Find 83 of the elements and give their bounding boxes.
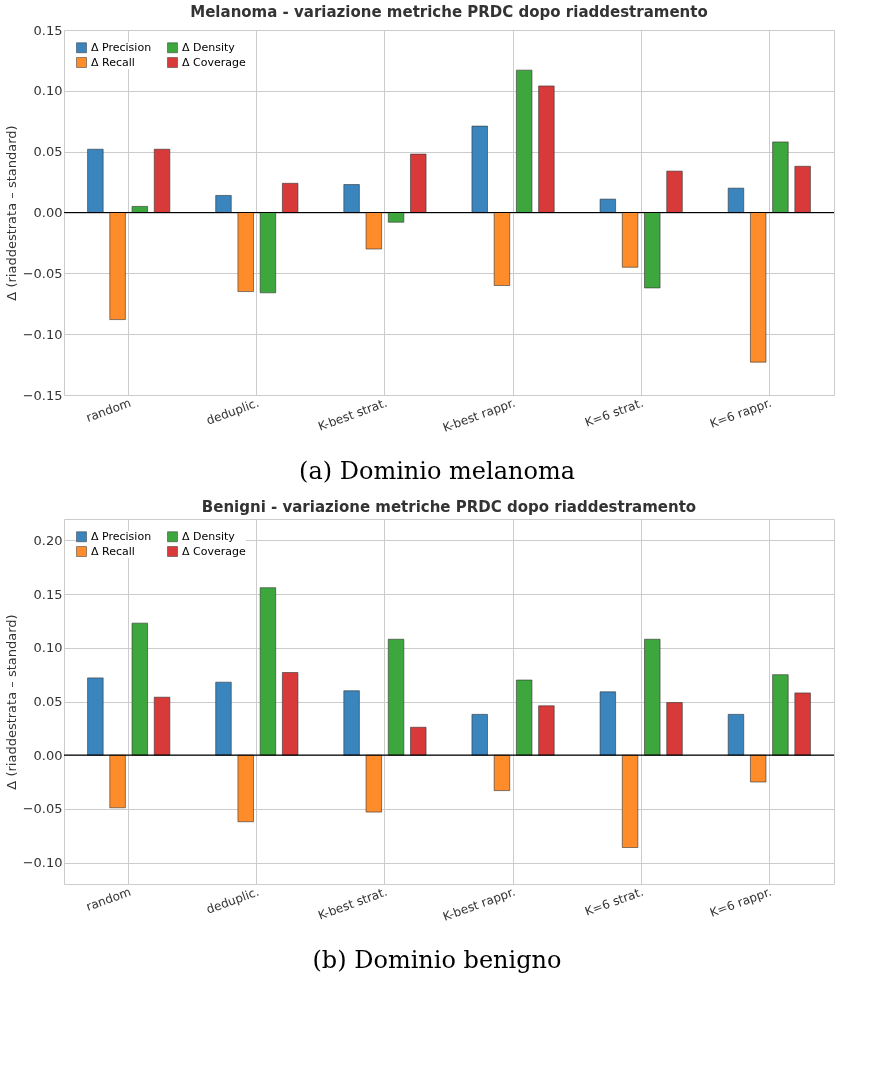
y-tick-label: 0.10 bbox=[33, 640, 63, 656]
bar bbox=[109, 754, 126, 809]
bar bbox=[538, 85, 555, 213]
bar bbox=[727, 714, 745, 756]
bar bbox=[343, 690, 360, 756]
bar bbox=[621, 212, 639, 268]
bar bbox=[282, 183, 299, 213]
x-tick-label: K-best rappr. bbox=[441, 395, 518, 435]
legend-label: Δ Precision bbox=[91, 529, 152, 543]
y-axis-title: Δ (riaddestrata – standard) bbox=[3, 125, 19, 301]
bar bbox=[727, 187, 745, 213]
text: (b) Dominio benigno bbox=[311, 946, 563, 974]
x-tick-label: K-best strat. bbox=[316, 395, 390, 434]
chart-title: Benigni - variazione metriche PRDC dopo riaddestramento bbox=[201, 498, 697, 516]
bar bbox=[109, 212, 126, 320]
bar bbox=[666, 702, 683, 756]
y-tick-label: 0.05 bbox=[33, 144, 63, 160]
bar bbox=[131, 622, 148, 756]
bar bbox=[410, 153, 427, 213]
bar bbox=[471, 714, 488, 756]
y-tick-label: −0.05 bbox=[22, 801, 63, 817]
bar bbox=[365, 212, 382, 250]
y-tick-label: −0.15 bbox=[22, 387, 63, 403]
bar bbox=[516, 679, 533, 756]
y-tick-label: 0.10 bbox=[33, 83, 63, 99]
bar bbox=[215, 195, 232, 213]
legend-label: Δ Recall bbox=[91, 544, 135, 558]
bar bbox=[153, 696, 171, 756]
bar bbox=[365, 754, 382, 813]
bar bbox=[493, 212, 511, 286]
bar bbox=[259, 212, 277, 294]
x-tick-label: K-best strat. bbox=[316, 884, 390, 923]
bar bbox=[772, 141, 789, 213]
bar bbox=[516, 69, 533, 213]
legend-label: Δ Density bbox=[182, 529, 236, 543]
bar bbox=[750, 754, 767, 783]
bar bbox=[794, 165, 811, 213]
bar bbox=[215, 681, 232, 756]
bar bbox=[87, 148, 104, 213]
bar bbox=[621, 754, 639, 848]
bar bbox=[644, 638, 661, 756]
legend-label: Δ Coverage bbox=[182, 55, 246, 69]
bar bbox=[410, 726, 427, 756]
chart-title: Melanoma - variazione metriche PRDC dopo riaddestramento bbox=[190, 3, 708, 21]
bar bbox=[237, 754, 254, 823]
legend-label: Δ Coverage bbox=[182, 544, 246, 558]
bar bbox=[153, 148, 171, 213]
y-tick-label: −0.05 bbox=[22, 265, 63, 281]
bar bbox=[644, 212, 661, 289]
y-tick-label: 0.05 bbox=[33, 694, 63, 709]
x-tick-label: K=6 strat. bbox=[583, 395, 646, 430]
y-tick-label: 0.15 bbox=[33, 586, 63, 602]
bar bbox=[493, 754, 511, 791]
bar bbox=[237, 212, 254, 292]
x-tick-label: K=6 rappr. bbox=[707, 884, 774, 920]
y-tick-label: 0.00 bbox=[33, 747, 63, 763]
x-tick-label: K=6 rappr. bbox=[707, 395, 774, 431]
x-tick-label: K-best rappr. bbox=[441, 884, 518, 924]
bar bbox=[538, 705, 555, 756]
bar bbox=[599, 198, 616, 213]
text: (a) Dominio melanoma bbox=[298, 457, 576, 485]
bar bbox=[87, 677, 104, 756]
bar bbox=[387, 212, 405, 223]
y-axis-title: Δ (riaddestrata – standard) bbox=[3, 614, 19, 790]
legend-label: Δ Precision bbox=[91, 40, 152, 54]
bar bbox=[772, 674, 789, 756]
y-tick-label: 0.20 bbox=[33, 532, 63, 548]
legend-label: Δ Recall bbox=[91, 55, 135, 69]
y-tick-label: −0.10 bbox=[22, 855, 63, 871]
bar bbox=[259, 587, 277, 756]
bar bbox=[343, 184, 360, 213]
bar bbox=[666, 170, 683, 213]
y-tick-label: 0.15 bbox=[33, 22, 63, 38]
y-tick-label: 0.00 bbox=[33, 205, 63, 220]
bar bbox=[750, 212, 767, 363]
legend-label: Δ Density bbox=[182, 40, 236, 54]
bar bbox=[387, 638, 405, 756]
x-tick-label: K=6 strat. bbox=[583, 884, 646, 919]
bar bbox=[282, 672, 299, 756]
bar bbox=[599, 691, 616, 756]
y-tick-label: −0.10 bbox=[22, 326, 63, 342]
bar bbox=[471, 125, 488, 213]
bar bbox=[794, 692, 811, 756]
